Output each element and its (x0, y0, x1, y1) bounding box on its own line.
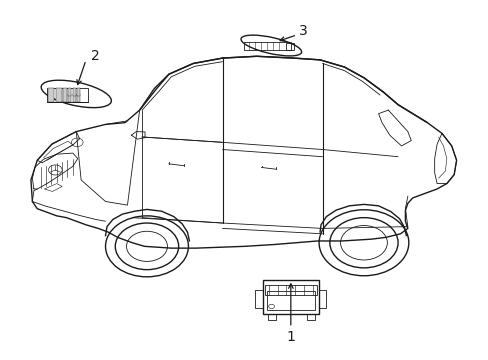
Bar (267, 314, 276, 320)
Bar (48, 88, 54, 102)
Bar (56, 88, 61, 102)
Text: 2: 2 (91, 49, 100, 63)
Text: 1: 1 (286, 330, 295, 344)
Bar (255, 290, 262, 308)
Bar (264, 285, 316, 295)
Bar (266, 291, 314, 310)
Bar (262, 279, 318, 314)
Bar (306, 314, 315, 320)
Bar (244, 41, 290, 50)
Bar (77, 88, 80, 96)
Text: 3: 3 (298, 24, 307, 38)
Bar (285, 43, 293, 50)
Bar (73, 94, 76, 102)
Bar (68, 94, 71, 102)
Bar (73, 88, 76, 96)
Bar (68, 88, 71, 96)
Bar (77, 94, 80, 102)
Bar (63, 88, 67, 102)
Bar (47, 88, 88, 102)
Bar (318, 290, 325, 308)
